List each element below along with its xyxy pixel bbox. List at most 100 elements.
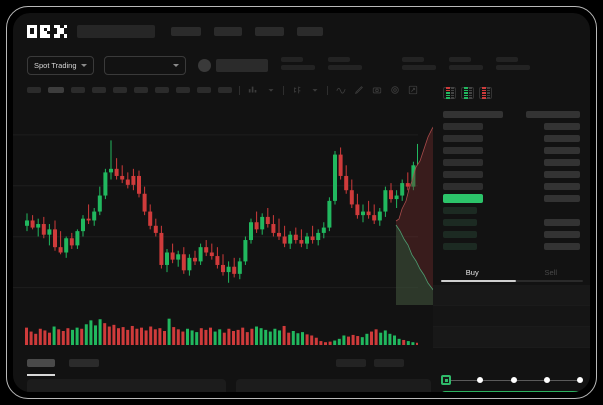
stat-change [281,57,315,73]
orderbook-view-asks[interactable] [479,87,492,99]
active-tab-underline [27,374,55,376]
slider-stop-25[interactable] [477,376,484,383]
stat-high-label [328,57,350,62]
nav-search[interactable] [77,24,155,38]
market-type-selector[interactable]: Spot Trading [27,55,94,75]
trade-side-tabs: Buy Sell [433,263,590,283]
chart-canvas [13,134,449,289]
orderbook-ask-row-price [443,134,483,142]
orderbook-last-price-row-price [443,193,483,203]
orderbook-bid-row-size [544,218,580,226]
timeframe-1w[interactable] [176,87,190,93]
orderbook-ask-row[interactable] [443,156,580,168]
orderbook-ask-row[interactable] [443,132,580,144]
last-price-display [216,58,268,72]
chart-type-icon[interactable] [291,85,302,96]
order-type-row[interactable] [433,285,590,306]
orderbook-bid-row[interactable] [443,204,580,216]
orderbook-ask-row[interactable] [443,168,580,180]
tab-sell[interactable]: Sell [544,268,557,277]
app-screen: Spot Trading [13,13,590,392]
orderbook-ask-row-price [443,146,483,154]
stat-change-label [281,57,303,62]
nav-item-3[interactable] [255,26,284,36]
timeframe-more[interactable] [218,87,232,93]
slider-handle[interactable] [441,375,451,385]
candlestick-chart[interactable] [13,101,449,313]
timeframe-30m[interactable] [92,87,106,93]
panel-card-right[interactable] [235,379,431,392]
stat-volume-base [449,57,483,73]
orderbook-bid-row-size [544,242,580,250]
timeframe-15m[interactable] [71,87,85,93]
okx-logo[interactable] [27,24,67,38]
orderbook-ask-row-size [544,170,580,178]
timeframe-1m[interactable] [27,87,41,93]
panel-card-left[interactable] [27,379,226,392]
orderbook-view-bids[interactable] [461,87,474,99]
orderbook-bid-row-price [443,230,477,238]
tab-order-history[interactable] [69,359,99,367]
stat-low [402,57,436,73]
slider-stop-75[interactable] [543,376,550,383]
depth-canvas [395,112,443,305]
tab-buy[interactable]: Buy [465,268,479,277]
chart-gridlines [13,134,418,289]
action-hide-other-pairs[interactable] [336,359,366,367]
order-book-rows [433,104,590,282]
trading-pair-selector[interactable] [104,55,186,75]
stat-volume-base-value [449,65,483,70]
coin-avatar [198,58,211,72]
chevron-down-icon [173,63,179,67]
line-tool-icon[interactable] [335,85,346,96]
device-frame: Spot Trading [6,6,597,399]
action-cancel-all[interactable] [374,359,404,367]
orders-panel-content [13,379,431,392]
toolbar-separator [283,85,284,95]
volume-chart [13,309,424,355]
stat-volume-quote [496,57,530,73]
drawing-pencil-icon[interactable] [353,85,364,96]
orderbook-last-price-row[interactable] [443,192,580,204]
stat-change-value [281,65,315,70]
orderbook-ask-row[interactable] [443,120,580,132]
orderbook-bid-row[interactable] [443,228,580,240]
orderbook-bid-row[interactable] [443,240,580,252]
slider-stop-50[interactable] [510,376,517,383]
indicators-icon[interactable] [247,85,258,96]
tab-open-orders[interactable] [27,359,55,367]
amount-slider[interactable] [441,375,586,385]
orderbook-ask-row[interactable] [443,180,580,192]
nav-item-2[interactable] [214,26,242,36]
timeframe-1d[interactable] [155,87,169,93]
buy-submit-button[interactable] [441,391,586,392]
fullscreen-icon[interactable] [407,85,418,96]
orderbook-ask-row[interactable] [443,144,580,156]
indicators-dropdown-icon[interactable] [265,85,276,96]
timeframe-4h[interactable] [134,87,148,93]
timeframe-5m[interactable] [48,87,64,93]
orderbook-ask-row-price [443,170,483,178]
market-stats [268,57,530,73]
orderbook-ask-row-price [443,158,483,166]
orderbook-view-both[interactable] [443,87,456,99]
nav-item-4[interactable] [297,26,323,36]
orderbook-ask-row-price [443,122,483,130]
nav-item-1[interactable] [171,26,201,36]
timeframe-1mo[interactable] [197,87,211,93]
orderbook-scrollbar[interactable] [441,280,516,282]
amount-input-row[interactable] [433,327,590,348]
orderbook-bid-row-price [443,206,477,214]
chart-type-dropdown-icon[interactable] [309,85,320,96]
orderbook-bid-row[interactable] [443,216,580,228]
price-input-row[interactable] [433,306,590,327]
orderbook-header[interactable] [443,108,580,120]
nav-items [77,24,336,38]
snapshot-camera-icon[interactable] [371,85,382,96]
orderbook-bid-row-price [443,218,477,226]
orderbook-ask-row-price [443,182,483,190]
settings-gear-icon[interactable] [389,85,400,96]
slider-stop-100[interactable] [577,376,583,383]
chart-toolbar [13,81,418,99]
timeframe-1h[interactable] [113,87,127,93]
